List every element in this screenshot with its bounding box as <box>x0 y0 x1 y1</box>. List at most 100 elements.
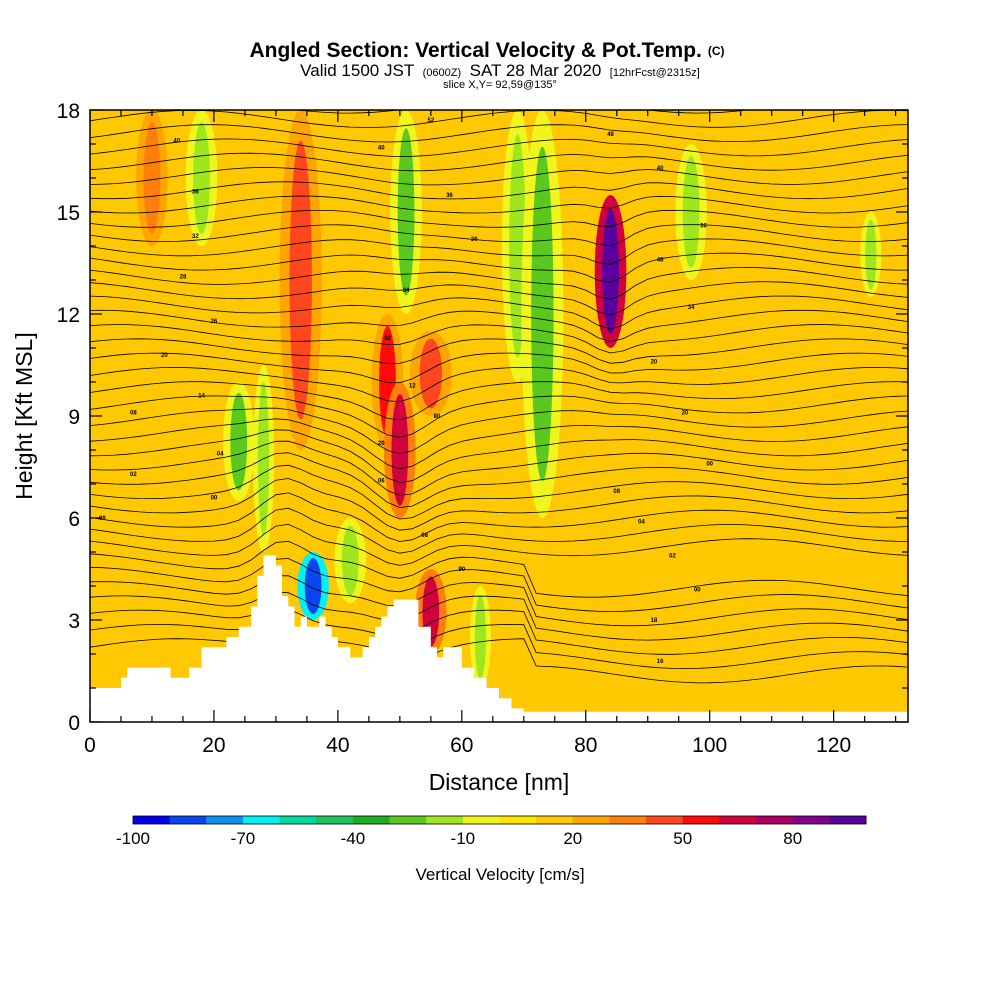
valid-forecast: [12hrFcst@2315z] <box>610 67 700 79</box>
colorbar-swatch <box>279 816 317 824</box>
colorbar-swatch <box>499 816 537 824</box>
x-axis: 0 20 40 60 80 100 120 <box>84 110 897 757</box>
colorbar-tick-label: -70 <box>231 829 256 848</box>
isentrope-line <box>90 607 908 655</box>
isentrope-label: 00 <box>706 462 713 468</box>
isentrope-label: 36 <box>471 237 478 243</box>
y-tick-label: 9 <box>68 406 80 429</box>
velocity-core <box>193 122 210 234</box>
isentrope-line <box>90 167 908 186</box>
colorbar-swatch <box>536 816 574 824</box>
colorbar-tick-label: 50 <box>673 829 692 848</box>
isentrope-label: 20 <box>161 353 168 359</box>
isentrope-label: 36 <box>192 190 199 196</box>
y-tick-label: 0 <box>68 712 80 735</box>
colorbar-swatch <box>829 816 867 824</box>
colorbar-swatch <box>389 816 427 824</box>
isentrope-line <box>90 407 908 455</box>
isentrope-label: 40 <box>657 166 664 172</box>
isentrope-line <box>90 418 908 470</box>
colorbar-swatch <box>352 816 391 824</box>
isentrope-line <box>90 338 908 365</box>
isentrope-line <box>90 110 908 128</box>
isentrope-label: 20 <box>378 441 385 447</box>
colorbar-swatch <box>462 816 500 824</box>
isentrope-label: 08 <box>130 411 137 417</box>
isentrope-line <box>90 281 908 316</box>
colorbar-labels: -100 -70 -40 -10 20 50 80 <box>116 829 802 848</box>
isentrope-label: 26 <box>211 319 218 325</box>
isentrope-line <box>90 507 908 554</box>
colorbar-swatch <box>426 816 464 824</box>
isentrope-label: 32 <box>384 336 391 342</box>
colorbar-swatch <box>316 816 354 824</box>
isentrope-label: 80 <box>434 414 441 420</box>
isentrope-label: 00 <box>694 587 701 593</box>
isentrope-line <box>90 440 908 496</box>
isentrope-line <box>90 181 908 200</box>
isentrope-label: 20 <box>682 411 689 417</box>
isentrope-label: 32 <box>192 234 199 240</box>
isentrope-line <box>90 558 908 612</box>
colorbar-swatch <box>719 816 757 824</box>
isentrope-line <box>90 138 908 157</box>
isentrope-label: 04 <box>638 519 645 525</box>
colorbar-swatch <box>792 816 830 824</box>
colorbar-tick-label: 20 <box>563 829 582 848</box>
velocity-core <box>143 122 161 234</box>
isentrope-line <box>90 124 908 143</box>
colorbar-tick-label: 80 <box>783 829 802 848</box>
isentrope-label: 48 <box>657 258 664 264</box>
velocity-core <box>391 394 409 506</box>
x-tick-label: 120 <box>816 734 851 757</box>
isentrope-label: 18 <box>651 618 658 624</box>
isentrope-line <box>90 152 908 172</box>
isentrope-label: 20 <box>651 360 658 366</box>
isentrope-label: 16 <box>657 659 664 665</box>
colorbar-tick-label: -40 <box>341 829 366 848</box>
velocity-core <box>341 525 359 596</box>
isentrope-label: 28 <box>180 275 187 281</box>
slice-label: slice X,Y= 92,59@135° <box>443 79 557 91</box>
isentrope-line <box>90 209 908 228</box>
isentrope-line <box>90 381 908 421</box>
isentrope-label: 90 <box>458 567 465 573</box>
colorbar-swatch <box>609 816 647 824</box>
velocity-core <box>531 146 554 482</box>
y-tick-label: 6 <box>68 508 80 531</box>
isentrope-label: 00 <box>211 496 218 502</box>
isentrope-line <box>90 622 908 670</box>
x-tick-label: 60 <box>450 734 473 757</box>
colorbar <box>132 815 867 825</box>
velocity-core <box>474 595 486 679</box>
y-tick-label: 3 <box>68 610 80 633</box>
isentrope-label: 40 <box>173 139 180 145</box>
x-tick-label: 80 <box>574 734 597 757</box>
colorbar-swatch <box>133 816 171 824</box>
isentrope-label: 02 <box>130 472 137 478</box>
plot-area: 40 36 32 28 26 20 14 08 04 02 00 98 52 40 36 36 34 32 12 80… <box>90 110 908 722</box>
colorbar-swatch <box>682 816 720 824</box>
isentrope-line <box>90 523 908 566</box>
isentrope-label: 14 <box>198 394 205 400</box>
velocity-core <box>865 219 877 290</box>
isentrope-label: 40 <box>378 145 385 151</box>
isentrope-label: 12 <box>409 383 416 389</box>
isentrope-label: 02 <box>669 553 676 559</box>
colorbar-swatch <box>206 816 244 824</box>
x-tick-label: 20 <box>202 734 225 757</box>
isentrope-line <box>90 452 908 508</box>
isentrope-line <box>90 591 908 641</box>
isentrope-line <box>90 575 908 627</box>
y-axis-title: Height [Kft MSL] <box>11 332 37 499</box>
chart-title: Angled Section: Vertical Velocity & Pot.… <box>249 39 724 62</box>
velocity-core <box>397 128 415 296</box>
isentrope-line <box>90 395 908 438</box>
isentrope-line <box>90 324 908 354</box>
x-axis-title: Distance [nm] <box>429 769 570 795</box>
colorbar-swatch <box>242 816 281 824</box>
isentrope-label: 36 <box>446 193 453 199</box>
isentrope-label: 48 <box>607 132 614 138</box>
